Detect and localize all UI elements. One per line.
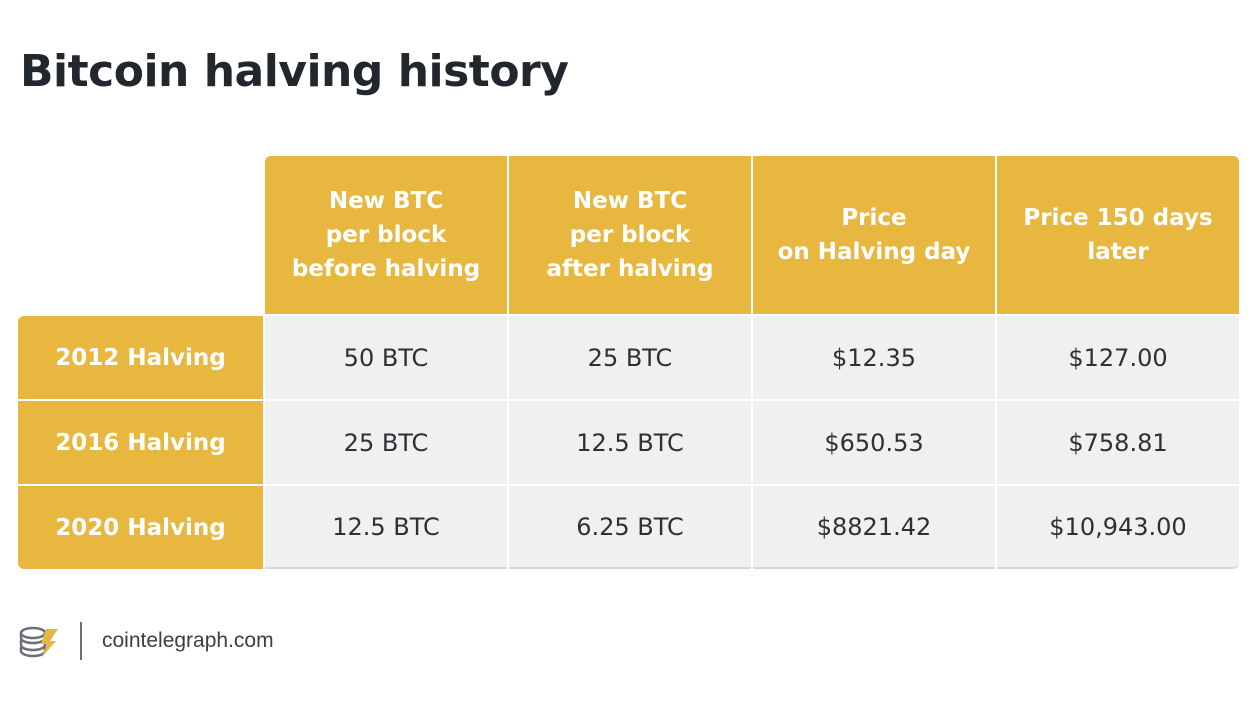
cointelegraph-logo-icon [19,626,58,658]
page-title: Bitcoin halving history [20,46,569,97]
table-cell: 6.25 BTC [509,486,751,569]
table-row: 2016 Halving 25 BTC 12.5 BTC $650.53 $75… [18,401,1239,484]
table-header-row: New BTC per block before halving New BTC… [18,156,1239,314]
table-row: 2012 Halving 50 BTC 25 BTC $12.35 $127.0… [18,316,1239,399]
column-header: Price 150 days later [997,156,1239,314]
row-header: 2020 Halving [18,486,263,569]
row-header: 2016 Halving [18,401,263,484]
table-cell: $10,943.00 [997,486,1239,569]
column-header: New BTC per block before halving [265,156,507,314]
table-cell: $650.53 [753,401,995,484]
footer-divider [80,622,82,660]
table-corner [18,156,263,314]
table-cell: 12.5 BTC [509,401,751,484]
table-cell: $8821.42 [753,486,995,569]
table-cell: 12.5 BTC [265,486,507,569]
table-cell: $758.81 [997,401,1239,484]
column-header: New BTC per block after halving [509,156,751,314]
table-cell: $12.35 [753,316,995,399]
halving-table: New BTC per block before halving New BTC… [18,156,1239,569]
table-cell: $127.00 [997,316,1239,399]
row-header: 2012 Halving [18,316,263,399]
column-header: Price on Halving day [753,156,995,314]
site-label: cointelegraph.com [102,629,274,652]
table-cell: 50 BTC [265,316,507,399]
table-row: 2020 Halving 12.5 BTC 6.25 BTC $8821.42 … [18,486,1239,569]
table-cell: 25 BTC [265,401,507,484]
table-cell: 25 BTC [509,316,751,399]
footer: cointelegraph.com [18,621,274,661]
